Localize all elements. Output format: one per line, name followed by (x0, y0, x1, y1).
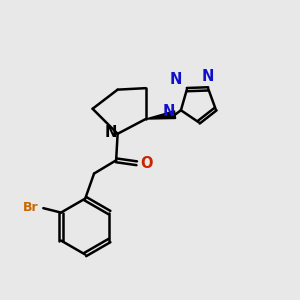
Text: N: N (202, 69, 214, 84)
Text: O: O (140, 156, 153, 171)
Text: Br: Br (23, 201, 39, 214)
Text: N: N (163, 104, 175, 119)
Text: N: N (105, 125, 117, 140)
Polygon shape (146, 111, 176, 119)
Text: N: N (169, 72, 182, 87)
